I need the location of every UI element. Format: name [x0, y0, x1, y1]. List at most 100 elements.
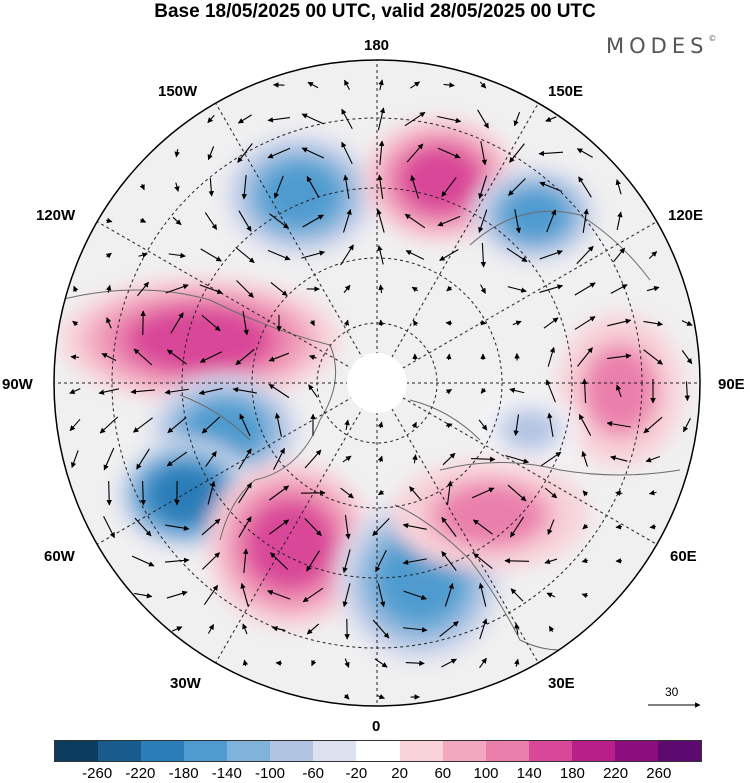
wind-arrow — [513, 414, 520, 436]
wind-arrow — [344, 419, 350, 431]
wind-arrow — [240, 582, 249, 607]
wind-arrow — [69, 418, 81, 432]
colorbar-bin — [270, 741, 314, 761]
wind-arrow — [205, 451, 217, 467]
wind-arrow — [510, 588, 524, 602]
lon-label-30w: 30W — [170, 675, 201, 692]
wind-arrow — [372, 517, 390, 537]
wind-arrow — [405, 660, 425, 666]
wind-vectors — [69, 79, 693, 700]
wind-arrow — [548, 625, 555, 633]
lon-label-120e: 120E — [668, 207, 704, 224]
wind-arrow — [544, 487, 558, 499]
wind-arrow — [199, 351, 223, 363]
wind-arrow — [545, 116, 557, 122]
lon-label-90e: 90E — [718, 376, 745, 393]
wind-arrow — [270, 552, 288, 570]
wind-arrow — [581, 378, 588, 404]
wind-arrow — [271, 625, 286, 632]
wind-arrow — [341, 141, 353, 165]
wind-arrow — [301, 147, 325, 159]
wind-arrow — [306, 176, 320, 198]
wind-arrow — [70, 354, 80, 360]
wind-arrow — [544, 558, 558, 565]
wind-arrow — [512, 320, 522, 326]
wind-arrow — [73, 285, 79, 292]
wind-arrow — [681, 320, 693, 326]
wind-arrow — [200, 248, 222, 262]
wind-arrow — [439, 621, 459, 637]
wind-arrow — [341, 108, 353, 130]
wind-arrow — [242, 311, 249, 336]
anomaly-contour-negative — [260, 162, 340, 228]
wind-arrow — [443, 82, 455, 88]
colorbar — [54, 740, 702, 762]
wind-arrow — [268, 383, 290, 399]
wind-arrow — [377, 455, 384, 463]
wind-arrow — [615, 384, 622, 398]
wind-arrow — [545, 379, 556, 403]
wind-arrow — [612, 247, 626, 263]
wind-arrow — [98, 388, 120, 395]
wind-arrow — [71, 450, 79, 469]
wind-arrow — [166, 349, 187, 365]
wind-arrow — [546, 209, 557, 233]
wind-arrow — [242, 548, 249, 573]
wind-arrow — [375, 549, 387, 573]
wind-arrow — [441, 516, 457, 537]
wind-arrow — [306, 623, 320, 635]
wind-arrow — [103, 447, 115, 471]
wind-arrow — [242, 623, 248, 635]
wind-arrow — [547, 346, 556, 367]
wind-arrow — [340, 487, 354, 499]
wind-arrow — [582, 490, 589, 497]
wind-arrow — [99, 416, 119, 434]
wind-arrow — [648, 490, 657, 496]
wind-arrow — [478, 582, 487, 607]
wind-arrow — [304, 449, 322, 469]
colorbar-bin — [227, 741, 271, 761]
wind-arrow — [616, 211, 623, 231]
wind-arrow — [166, 590, 188, 599]
wind-arrow — [235, 348, 255, 366]
colorbar-tick-label: -60 — [302, 765, 325, 782]
lon-label-180: 180 — [364, 37, 390, 54]
wind-arrow — [344, 658, 350, 668]
wind-arrow — [377, 421, 384, 429]
wind-arrow — [506, 247, 528, 263]
colorbar-tick-label: -260 — [82, 765, 113, 782]
reference-vector-label: 30 — [665, 685, 679, 699]
wind-arrow — [307, 81, 319, 89]
wind-arrow — [238, 210, 252, 232]
wind-arrow — [238, 482, 252, 504]
wind-arrow — [166, 451, 188, 467]
wind-arrow — [681, 350, 693, 365]
wind-arrow — [164, 388, 189, 395]
wind-arrow — [479, 81, 487, 89]
wind-arrow — [480, 141, 487, 166]
colorbar-tick-label: 220 — [603, 765, 629, 782]
wind-arrow — [577, 347, 593, 367]
wind-arrow — [106, 317, 112, 329]
brand-name: MODES — [606, 34, 709, 58]
lon-label-0: 0 — [372, 718, 381, 735]
wind-arrow — [412, 454, 418, 464]
wind-arrow — [106, 284, 112, 293]
wind-arrow — [439, 249, 459, 261]
wind-arrow — [479, 618, 488, 640]
wind-arrow — [437, 115, 462, 124]
colorbar-tick-label: 140 — [516, 765, 542, 782]
wind-arrow — [198, 387, 223, 396]
anomaly-contour-positive — [246, 501, 334, 589]
lon-label-30e: 30E — [548, 675, 575, 692]
wind-arrow — [445, 353, 452, 361]
wind-arrow — [648, 251, 658, 259]
wind-arrow — [477, 109, 489, 129]
wind-arrow — [607, 353, 632, 360]
wind-arrow — [311, 660, 317, 667]
wind-arrow — [301, 113, 325, 125]
copyright-mark: © — [708, 34, 717, 43]
wind-arrow — [267, 249, 291, 261]
wind-arrow — [538, 150, 564, 157]
